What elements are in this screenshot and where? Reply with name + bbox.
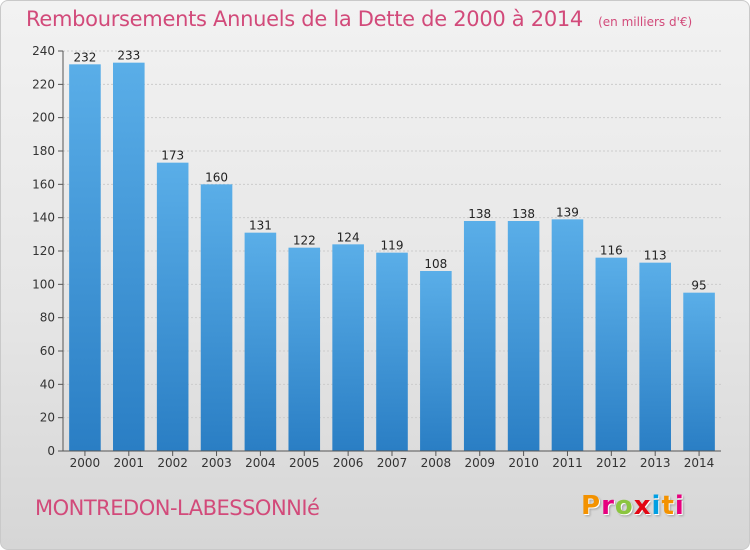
bar-value-label: 173 — [161, 149, 184, 163]
bar-2012 — [595, 257, 628, 451]
x-tick-label: 2002 — [157, 456, 188, 470]
x-tick-label: 2007 — [377, 456, 408, 470]
bar-value-label: 108 — [424, 257, 447, 271]
bar-2002 — [156, 162, 189, 451]
logo-letter: i — [651, 491, 662, 521]
y-tick-label: 0 — [47, 444, 55, 458]
logo-letter: t — [661, 491, 675, 521]
bar-2009 — [463, 221, 496, 451]
municipality-label: MONTREDON-LABESSONNIé — [35, 496, 320, 520]
x-tick-label: 2013 — [640, 456, 671, 470]
title-line: Remboursements Annuels de la Dette de 20… — [26, 7, 692, 31]
bar-2004 — [244, 232, 277, 451]
chart-title: Remboursements Annuels de la Dette de 20… — [26, 7, 583, 31]
x-tick-label: 2009 — [464, 456, 495, 470]
bar-2013 — [639, 262, 671, 451]
bar-value-label: 95 — [691, 279, 706, 293]
bar-2010 — [507, 221, 540, 451]
proxiti-logo[interactable]: Proxiti — [581, 491, 685, 521]
bar-2008 — [420, 271, 452, 451]
axes-layer — [58, 50, 721, 456]
bar-2001 — [113, 62, 145, 452]
bar-2000 — [69, 64, 101, 452]
bar-2005 — [288, 247, 321, 451]
bar-value-label: 116 — [600, 244, 623, 258]
bar-value-label: 113 — [644, 249, 667, 263]
bar-value-label: 160 — [205, 170, 228, 184]
x-tick-label: 2012 — [596, 456, 627, 470]
logo-letter: i — [674, 491, 685, 521]
logo-letter: P — [581, 491, 602, 521]
chart-unit: (en milliers d'€) — [598, 15, 693, 29]
x-tick-label: 2000 — [70, 456, 101, 470]
y-tick-label: 160 — [32, 177, 55, 191]
x-tick-label: 2014 — [684, 456, 715, 470]
y-tick-label: 140 — [32, 211, 55, 225]
x-tick-label: 2011 — [552, 456, 583, 470]
bar-value-label: 124 — [337, 230, 360, 244]
y-tick-label: 220 — [32, 77, 55, 91]
bar-2011 — [551, 219, 584, 451]
labels-layer: 0 20 40 60 80 100 120 140 160 180 200 220 240 232 2000… — [32, 44, 714, 470]
bar-value-label: 138 — [468, 207, 491, 221]
y-tick-label: 20 — [40, 411, 55, 425]
x-tick-label: 2005 — [289, 456, 320, 470]
y-tick-label: 120 — [32, 244, 55, 258]
bar-2006 — [332, 244, 364, 451]
y-tick-label: 40 — [40, 377, 55, 391]
y-tick-label: 180 — [32, 144, 55, 158]
bar-value-label: 131 — [249, 219, 272, 233]
y-tick-label: 240 — [32, 44, 55, 58]
bar-value-label: 119 — [381, 239, 404, 253]
bars-layer — [69, 62, 715, 452]
x-tick-label: 2008 — [421, 456, 452, 470]
logo-letter: x — [633, 491, 652, 521]
y-tick-label: 100 — [32, 277, 55, 291]
y-tick-label: 80 — [40, 311, 55, 325]
bar-value-label: 233 — [117, 49, 140, 63]
bar-2003 — [200, 184, 233, 452]
bar-value-label: 122 — [293, 234, 316, 248]
bar-value-label: 138 — [512, 207, 535, 221]
y-tick-label: 200 — [32, 111, 55, 125]
y-tick-label: 60 — [40, 344, 55, 358]
x-tick-label: 2004 — [245, 456, 276, 470]
logo-letter: o — [614, 491, 634, 521]
bar-2014 — [683, 292, 715, 451]
bar-value-label: 139 — [556, 205, 579, 219]
bar-2007 — [376, 252, 408, 451]
logo-letter: r — [601, 491, 615, 521]
x-tick-label: 2010 — [508, 456, 539, 470]
x-tick-label: 2003 — [201, 456, 232, 470]
x-tick-label: 2001 — [114, 456, 145, 470]
bar-value-label: 232 — [73, 50, 96, 64]
x-tick-label: 2006 — [333, 456, 364, 470]
